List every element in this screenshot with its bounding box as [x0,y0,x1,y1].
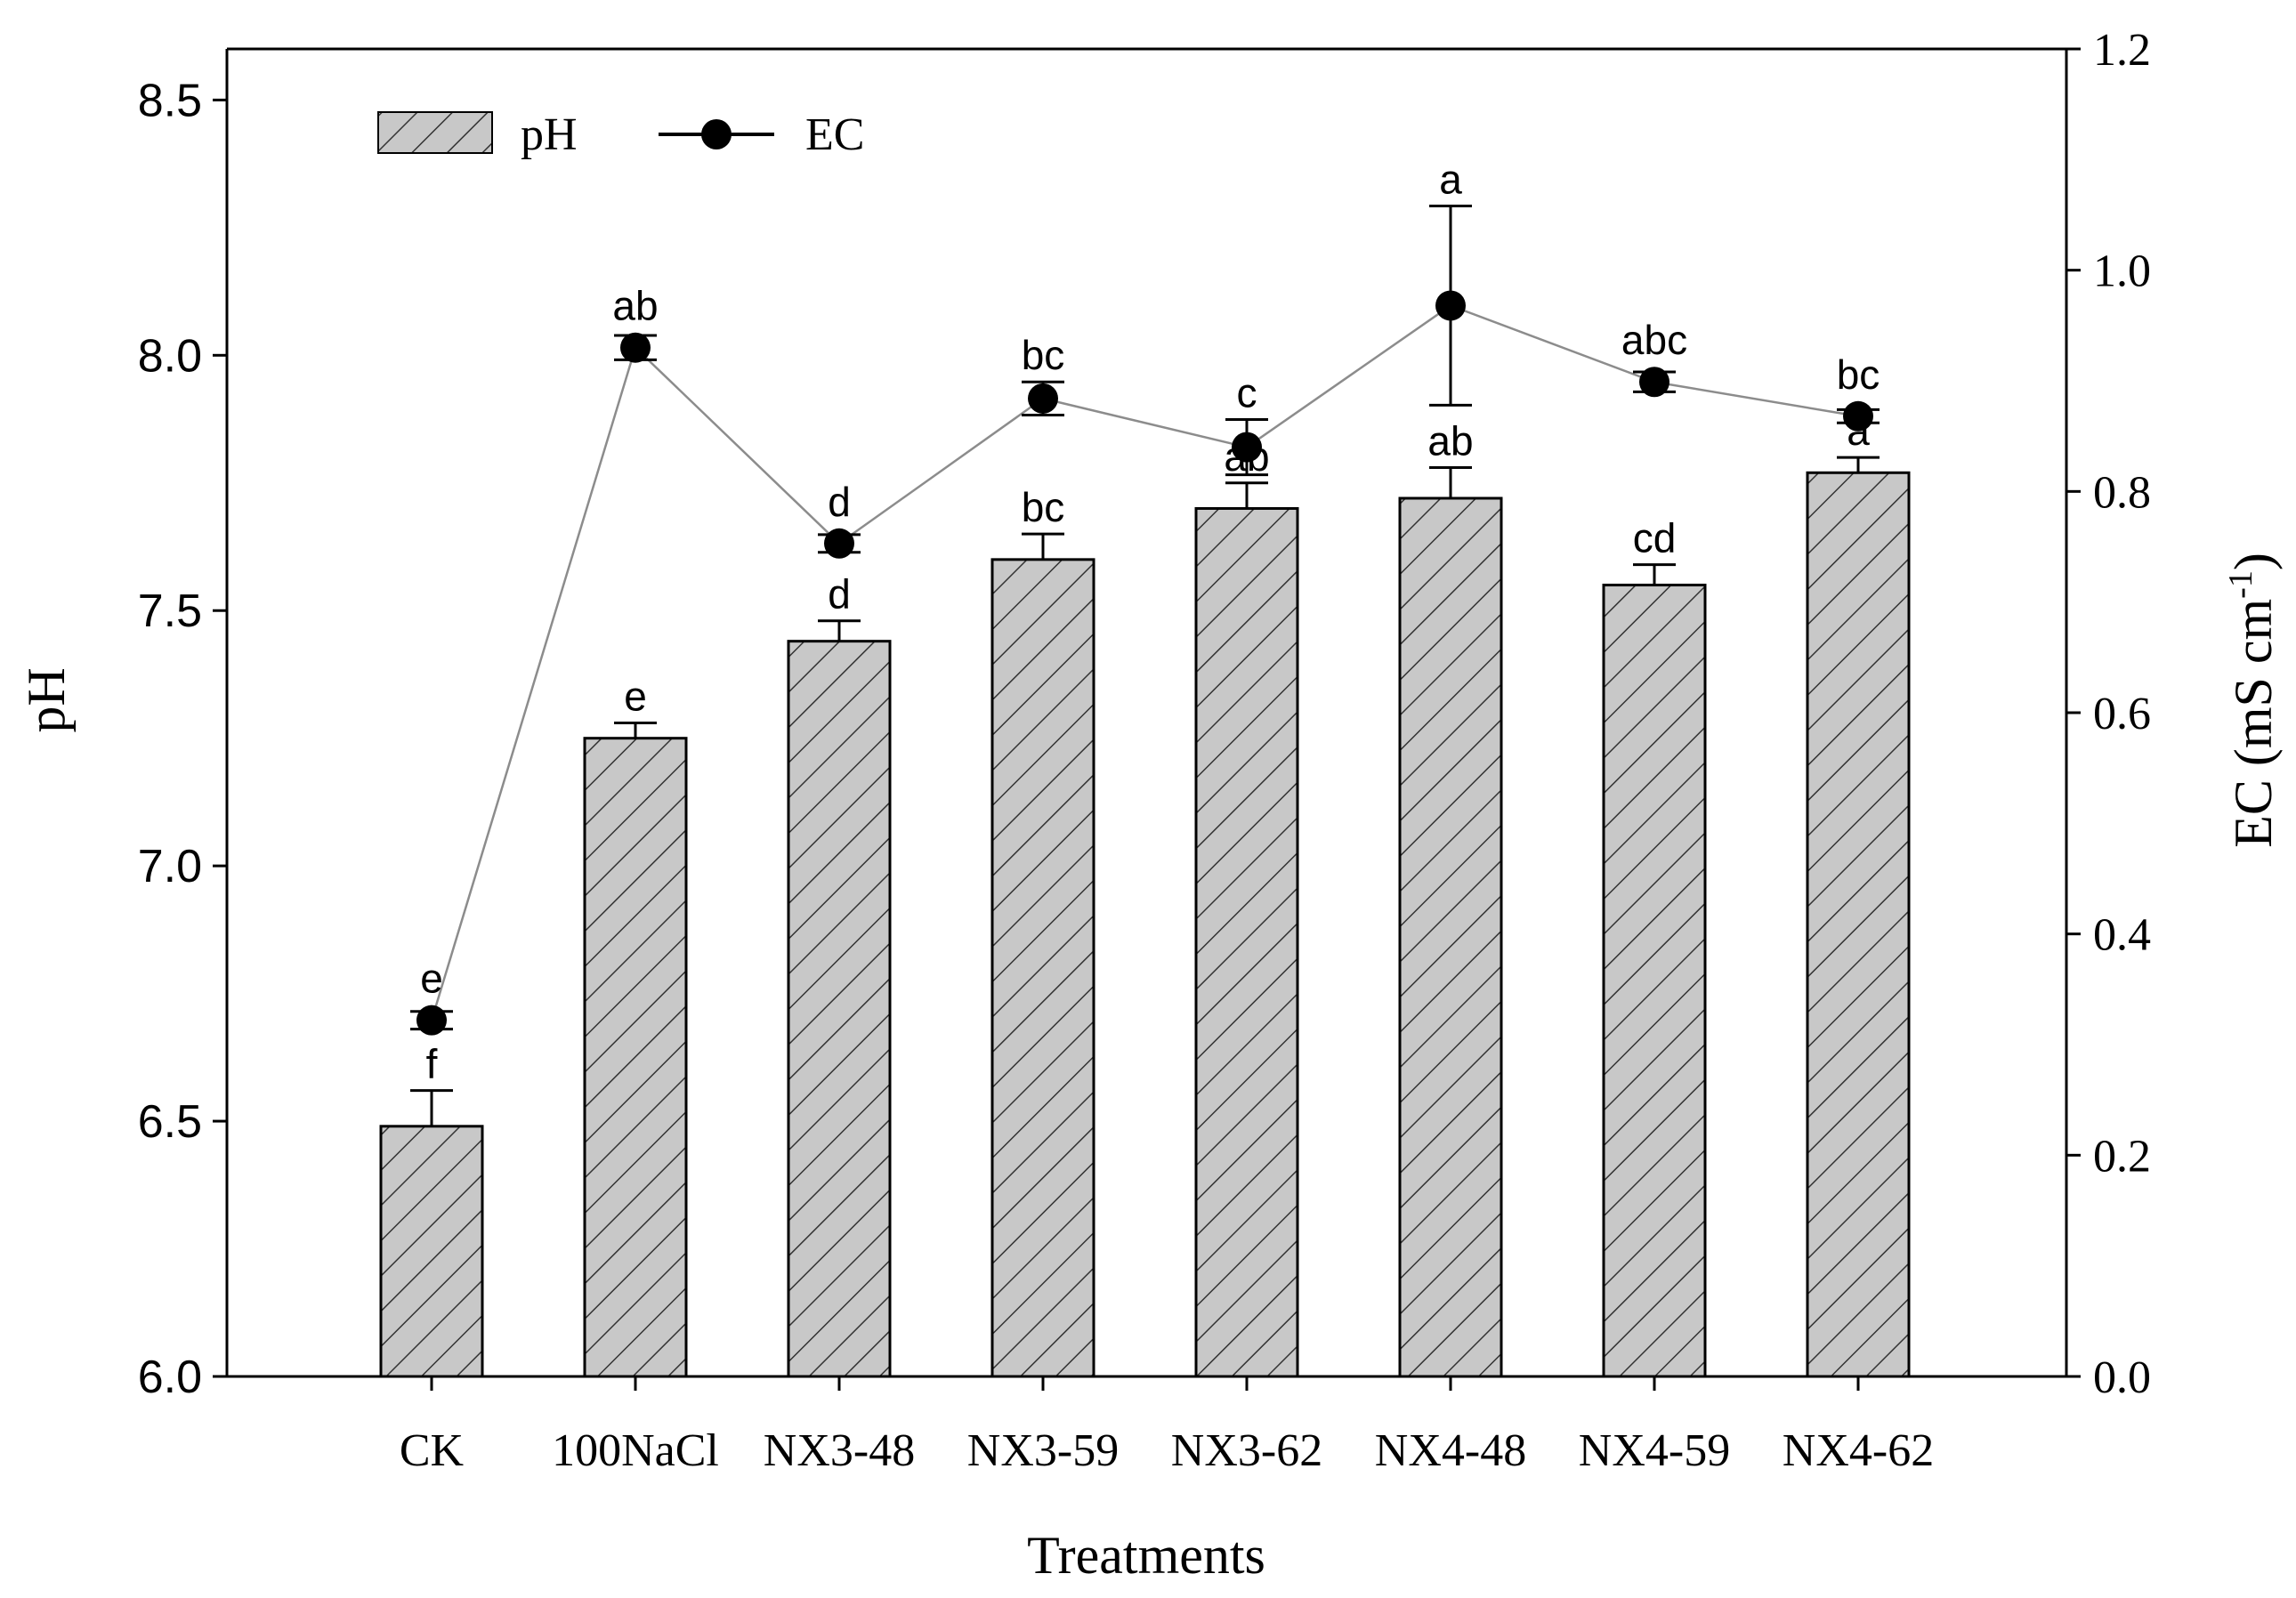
right-tick-label: 0.8 [2093,467,2151,518]
x-tick-label: 100NaCl [552,1425,719,1476]
ec-marker-NX3-59 [1028,383,1058,414]
ec-series [410,205,1880,1036]
ec-significance-letter: d [828,479,851,525]
ph-bar-CK [379,1125,484,1378]
ec-significance-letter: abc [1621,317,1687,363]
ph-bar-100NaCl [583,737,688,1378]
left-axis-title: pH [17,667,76,732]
ec-line [430,304,1859,1021]
ph-significance-letter: bc [1022,484,1065,530]
ticks: 6.0 6.5 7.0 7.5 8.0 8.5 0.0 0.2 0.4 0.6 0.8 1.0 1.2 C… [138,25,2151,1476]
ph-bar-NX3-62 [1194,506,1299,1378]
ec-significance-letter: e [420,956,443,1002]
ec-significance-letter: ab [612,283,658,329]
ph-significance-letter: cd [1633,515,1677,561]
ec-marker-NX4-62 [1843,400,1873,432]
ph-bar-NX3-59 [990,558,1095,1378]
ph-significance-letter: f [426,1041,438,1087]
x-tick-label: NX3-48 [764,1425,915,1476]
ph-bar-NX3-48 [787,640,892,1378]
ec-marker-NX3-48 [824,528,854,559]
ec-significance-letter: bc [1837,351,1880,398]
left-tick-label: 6.0 [138,1352,202,1403]
right-axis-title-main: EC (mS cm [2224,599,2283,848]
x-tick-label: NX3-62 [1171,1425,1322,1476]
x-tick-label: CK [400,1425,465,1476]
right-axis-title-sup: -1 [2222,570,2260,599]
ph-significance-letter: ab [1224,433,1269,480]
ph-significance-letter: d [828,571,851,617]
ph-bar-NX4-62 [1806,471,1911,1378]
left-tick-label: 8.5 [138,75,202,126]
legend-ec-label: EC [805,109,864,160]
ph-bar-NX4-59 [1602,584,1707,1378]
x-tick-label: NX4-59 [1579,1425,1730,1476]
left-tick-label: 7.0 [138,841,202,892]
x-tick-label: NX4-48 [1375,1425,1526,1476]
right-axis-title-close: ) [2224,553,2283,570]
ec-significance-letter: bc [1022,332,1065,378]
right-tick-label: 0.6 [2093,689,2151,739]
ec-marker-NX3-62 [1232,432,1262,463]
ph-bar-NX4-48 [1398,496,1503,1378]
axes [225,47,2068,1378]
ec-marker-NX4-48 [1435,290,1466,321]
legend: pH EC [377,109,864,160]
ph-bars [379,456,1911,1378]
right-tick-label: 0.4 [2093,910,2151,961]
left-tick-label: 8.0 [138,330,202,382]
ec-significance-letter: c [1237,370,1257,416]
x-tick-label: NX4-62 [1783,1425,1934,1476]
legend-ec-marker [701,119,732,149]
right-tick-label: 0.0 [2093,1352,2151,1403]
ec-marker-100NaCl [620,332,651,363]
x-axis-title: Treatments [1027,1526,1265,1585]
left-tick-label: 6.5 [138,1096,202,1148]
legend-ph-label: pH [521,109,578,160]
left-tick-label: 7.5 [138,585,202,637]
ph-significance-letter: ab [1427,418,1473,464]
ph-significance-letter: a [1847,408,1870,454]
ec-significance-letter: a [1439,157,1462,203]
legend-ph-swatch [377,111,493,154]
right-tick-label: 1.2 [2093,25,2151,76]
right-axis-title: EC (mS cm-1) [2222,553,2283,848]
x-tick-label: NX3-59 [967,1425,1119,1476]
ph-significance-letter: e [624,673,647,719]
right-tick-label: 0.2 [2093,1131,2151,1182]
ec-marker-CK [416,1005,447,1036]
ec-marker-NX4-59 [1639,367,1669,398]
right-tick-label: 1.0 [2093,246,2151,297]
